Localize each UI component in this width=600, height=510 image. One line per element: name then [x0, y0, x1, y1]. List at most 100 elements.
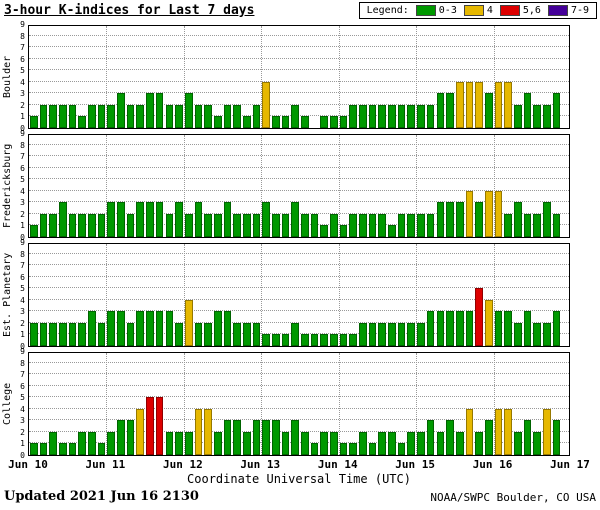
k-index-bar — [455, 202, 464, 237]
k-index-bar — [97, 443, 106, 455]
gridline-vertical — [493, 244, 495, 346]
k-index-bar — [426, 213, 435, 237]
plot-area — [28, 134, 570, 238]
k-index-bar — [378, 322, 387, 346]
chart-title: 3-hour K-indices for Last 7 days — [4, 3, 255, 18]
y-tick-label: 4 — [20, 186, 25, 196]
k-index-bar — [378, 213, 387, 237]
y-tick-label: 1 — [20, 330, 25, 340]
k-index-bar — [494, 190, 503, 237]
gridline-vertical — [261, 244, 263, 346]
k-index-bar — [88, 311, 96, 346]
legend-item: 7-9 — [547, 5, 589, 16]
k-index-bar — [368, 322, 377, 346]
station-label: Est. Planetary — [2, 252, 13, 338]
k-index-bar — [30, 322, 38, 346]
k-index-bar — [204, 408, 212, 455]
k-index-bar — [88, 104, 96, 128]
k-index-bar — [301, 431, 309, 455]
y-tick-label: 7 — [20, 152, 25, 162]
k-index-bar — [194, 322, 203, 346]
k-index-bar — [242, 116, 251, 128]
y-tick-label: 4 — [20, 404, 25, 414]
k-index-bar — [271, 334, 280, 346]
k-index-bar — [436, 311, 445, 346]
gridline-horizontal — [29, 264, 569, 266]
k-index-bar — [155, 93, 164, 128]
k-index-bar — [484, 93, 493, 128]
k-index-bar — [155, 311, 164, 346]
k-index-bar — [513, 104, 522, 128]
y-tick-label: 8 — [20, 358, 25, 368]
k-index-bar — [175, 431, 183, 455]
gridline-vertical — [338, 135, 340, 237]
k-index-bar — [213, 311, 222, 346]
k-index-bar — [184, 93, 193, 128]
gridline-vertical — [261, 353, 263, 455]
k-index-bar — [330, 431, 338, 455]
gridline-horizontal — [29, 46, 569, 48]
k-index-bar — [426, 311, 435, 346]
k-index-bar — [339, 334, 348, 346]
gridline-horizontal — [29, 275, 569, 277]
k-index-bar — [513, 322, 522, 346]
y-tick-label: 6 — [20, 163, 25, 173]
y-tick-label: 0 — [20, 451, 25, 460]
k-index-bar — [146, 202, 154, 237]
k-index-bar — [388, 104, 396, 128]
k-index-bar — [59, 202, 67, 237]
k-index-bar — [291, 322, 299, 346]
k-index-bar — [97, 322, 106, 346]
k-index-bar — [194, 408, 203, 455]
k-index-bar — [262, 202, 270, 237]
gridline-horizontal — [29, 407, 569, 409]
gridline-horizontal — [29, 442, 569, 444]
k-index-bar — [475, 81, 483, 128]
gridline-vertical — [493, 135, 495, 237]
k-index-bar — [30, 225, 38, 237]
k-index-bar — [320, 431, 329, 455]
gridline-horizontal — [29, 419, 569, 421]
k-index-bar — [252, 213, 261, 237]
k-index-bar — [78, 213, 87, 237]
k-index-bar — [233, 322, 241, 346]
gridline-vertical — [183, 244, 185, 346]
k-index-bar — [126, 420, 135, 455]
x-tick-label: Jun 11 — [85, 458, 126, 471]
k-index-bar — [368, 213, 377, 237]
updated-label: Updated — [4, 489, 66, 504]
gridline-horizontal — [29, 298, 569, 300]
k-index-bar — [504, 408, 512, 455]
k-index-bar — [117, 311, 125, 346]
legend-swatch-icon — [499, 5, 520, 16]
k-index-bar — [146, 397, 154, 455]
k-index-bar — [407, 213, 416, 237]
gridline-vertical — [261, 26, 263, 128]
gridline-vertical — [106, 244, 108, 346]
legend-item-label: 0-3 — [438, 5, 457, 16]
k-index-bar — [117, 420, 125, 455]
y-tick-label: 8 — [20, 31, 25, 41]
k-index-bar — [262, 334, 270, 346]
k-index-bar — [310, 213, 319, 237]
k-index-bar — [349, 213, 358, 237]
k-index-bar — [455, 311, 464, 346]
k-index-bar — [136, 311, 145, 346]
gridline-vertical — [416, 353, 418, 455]
k-index-bar — [465, 190, 474, 237]
gridline-horizontal — [29, 212, 569, 214]
panel-college: College 0 1 2 3 4 5 6 7 8 9 — [0, 348, 600, 460]
k-index-bar — [475, 288, 483, 346]
k-index-bar — [378, 431, 387, 455]
x-tick-label: Jun 12 — [162, 458, 203, 471]
k-index-bar — [136, 202, 145, 237]
y-tick-label: 8 — [20, 249, 25, 259]
legend-swatch-icon — [547, 5, 568, 16]
y-tick-label: 3 — [20, 198, 25, 208]
x-tick-label: Jun 14 — [317, 458, 358, 471]
k-index-bar — [388, 431, 396, 455]
x-axis-tick-labels: Jun 10 Jun 11 Jun 12 Jun 13 Jun 14 Jun 15 Jun … — [0, 458, 600, 472]
y-tick-label: 9 — [20, 129, 25, 138]
